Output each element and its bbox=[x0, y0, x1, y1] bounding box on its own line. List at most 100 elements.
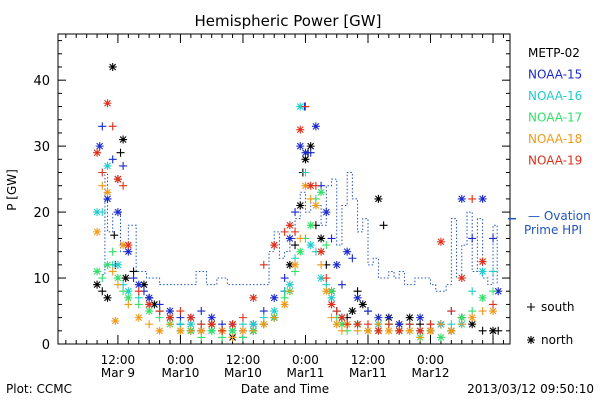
south-marker bbox=[119, 287, 128, 296]
north-marker bbox=[468, 320, 477, 329]
north-marker bbox=[197, 326, 206, 335]
legend-item: NOAA-15 bbox=[528, 68, 582, 82]
south-marker bbox=[489, 287, 498, 296]
north-marker bbox=[457, 274, 466, 283]
x-tick-label: 0:00 bbox=[167, 353, 194, 367]
north-marker bbox=[374, 313, 383, 322]
north-marker bbox=[186, 320, 195, 329]
data-markers bbox=[93, 62, 503, 342]
north-marker bbox=[93, 148, 102, 157]
south-marker bbox=[327, 313, 336, 322]
ovation-step-path bbox=[102, 172, 498, 292]
north-marker bbox=[343, 247, 352, 256]
x-tick-label: 12:00 bbox=[101, 353, 136, 367]
x-tick-label: 12:00 bbox=[351, 353, 386, 367]
north-marker bbox=[384, 326, 393, 335]
south-marker bbox=[108, 247, 117, 256]
south-marker bbox=[363, 307, 372, 316]
north-marker bbox=[311, 122, 320, 131]
south-marker bbox=[291, 227, 300, 236]
north-marker bbox=[103, 260, 112, 269]
north-marker bbox=[317, 274, 326, 283]
plot-credit: Plot: CCMC bbox=[6, 382, 72, 396]
y-axis-label: P [GW] bbox=[5, 169, 19, 211]
north-marker bbox=[285, 280, 294, 289]
ovation-legend-line1: — Ovation bbox=[528, 209, 591, 223]
north-marker bbox=[207, 326, 216, 335]
south-marker bbox=[134, 300, 143, 309]
south-marker bbox=[306, 148, 315, 157]
north-marker bbox=[134, 280, 143, 289]
chart-title: Hemispheric Power [GW] bbox=[195, 12, 382, 30]
south-marker bbox=[468, 194, 477, 203]
north-marker bbox=[363, 326, 372, 335]
south-marker bbox=[322, 241, 331, 250]
south-marker bbox=[270, 313, 279, 322]
north-marker bbox=[285, 221, 294, 230]
south-marker bbox=[218, 326, 227, 335]
south-marker bbox=[98, 122, 107, 131]
north-marker bbox=[337, 320, 346, 329]
north-marker bbox=[113, 274, 122, 283]
south-marker bbox=[468, 287, 477, 296]
north-marker bbox=[207, 313, 216, 322]
south-marker bbox=[478, 307, 487, 316]
south-marker bbox=[291, 241, 300, 250]
north-marker bbox=[358, 300, 367, 309]
north-marker bbox=[296, 142, 305, 151]
north-marker bbox=[103, 99, 112, 108]
south-marker bbox=[129, 274, 138, 283]
south-marker bbox=[259, 260, 268, 269]
north-marker bbox=[296, 102, 305, 111]
south-marker bbox=[327, 234, 336, 243]
south-marker bbox=[155, 307, 164, 316]
north-marker bbox=[478, 267, 487, 276]
y-tick-label: 30 bbox=[33, 140, 50, 155]
legend: METP-02 NOAA-15 NOAA-16 NOAA-17 NOAA-18 NOAA-… bbox=[528, 46, 582, 168]
marker-legend: south north bbox=[527, 300, 575, 347]
legend-item: NOAA-16 bbox=[528, 89, 582, 103]
north-marker bbox=[119, 135, 128, 144]
north-marker bbox=[296, 201, 305, 210]
south-marker bbox=[119, 181, 128, 190]
north-marker bbox=[249, 320, 258, 329]
north-marker bbox=[301, 148, 310, 157]
north-marker bbox=[166, 313, 175, 322]
north-marker bbox=[103, 188, 112, 197]
south-marker bbox=[98, 181, 107, 190]
series-noaa-16 bbox=[93, 102, 498, 335]
south-marker bbox=[134, 287, 143, 296]
legend-item: NOAA-19 bbox=[528, 154, 582, 168]
south-marker bbox=[489, 234, 498, 243]
south-marker bbox=[186, 326, 195, 335]
south-marker bbox=[468, 234, 477, 243]
south-marker bbox=[98, 274, 107, 283]
north-marker bbox=[311, 201, 320, 210]
north-marker bbox=[124, 293, 133, 302]
south-marker bbox=[379, 221, 388, 230]
north-marker bbox=[249, 293, 258, 302]
north-marker bbox=[145, 293, 154, 302]
north-marker bbox=[145, 300, 154, 309]
north-marker bbox=[207, 320, 216, 329]
north-marker bbox=[337, 313, 346, 322]
south-marker bbox=[124, 300, 133, 309]
north-marker bbox=[457, 194, 466, 203]
south-marker bbox=[116, 148, 125, 157]
south-marker bbox=[228, 333, 237, 342]
south-marker bbox=[489, 267, 498, 276]
north-marker bbox=[489, 326, 498, 335]
north-marker bbox=[145, 307, 154, 316]
legend-item: NOAA-18 bbox=[528, 132, 582, 146]
south-marker bbox=[119, 161, 128, 170]
north-marker bbox=[296, 125, 305, 134]
north-marker bbox=[527, 336, 535, 344]
ovation-legend-line2: Prime HPI bbox=[524, 223, 582, 237]
north-marker bbox=[228, 326, 237, 335]
north-marker bbox=[93, 227, 102, 236]
north-marker bbox=[259, 320, 268, 329]
north-marker bbox=[405, 313, 414, 322]
south-marker bbox=[197, 307, 206, 316]
north-marker bbox=[306, 142, 315, 151]
north-marker bbox=[103, 161, 112, 170]
